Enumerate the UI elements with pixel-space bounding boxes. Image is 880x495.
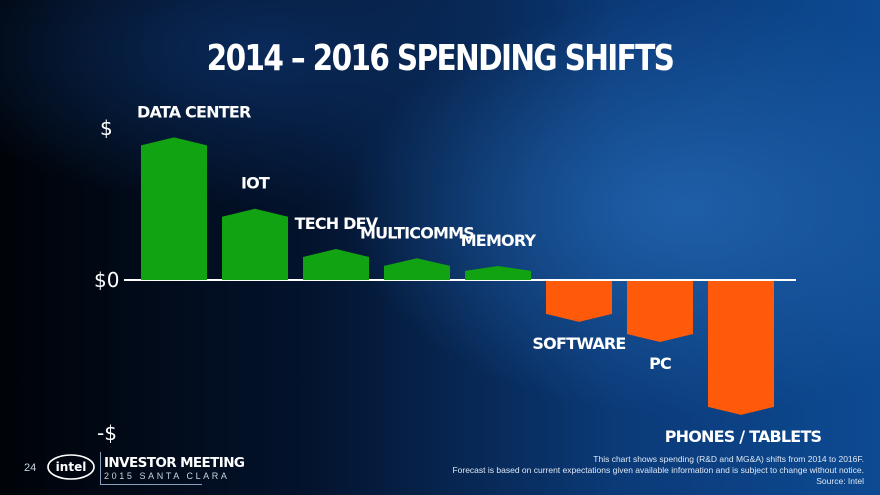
category-label: MEMORY <box>461 231 537 250</box>
category-label: TECH DEV <box>295 214 379 233</box>
event-subtitle: 2015 SANTA CLARA <box>104 471 230 481</box>
footnote-line-3: Source: Intel <box>816 476 864 486</box>
bar-phones-tablets <box>708 281 774 415</box>
category-label: DATA CENTER <box>137 102 251 121</box>
bar-software <box>546 281 612 322</box>
chart-title: 2014 – 2016 SPENDING SHIFTS <box>206 38 675 79</box>
bar-memory <box>465 266 531 280</box>
y-tick-label-max: $ <box>100 116 113 140</box>
category-label: PC <box>649 354 671 373</box>
footnote-line-1: This chart shows spending (R&D and MG&A)… <box>593 454 864 464</box>
bar-iot <box>222 208 288 280</box>
intel-logo-text: intel <box>56 460 87 474</box>
category-label: PHONES / TABLETS <box>665 427 822 446</box>
bar-data-center <box>141 137 207 280</box>
y-tick-label-zero: $0 <box>94 268 120 292</box>
footnote: This chart shows spending (R&D and MG&A)… <box>452 454 864 487</box>
y-tick-label-min: -$ <box>97 421 117 445</box>
category-label: SOFTWARE <box>532 334 625 353</box>
bar-pc <box>627 281 693 342</box>
bar-tech-dev <box>303 249 369 280</box>
footnote-line-2: Forecast is based on current expectation… <box>452 465 864 475</box>
category-label: IOT <box>241 174 270 193</box>
intel-logo: intel <box>47 454 95 480</box>
bar-multicomms <box>384 258 450 280</box>
brand-divider <box>100 452 101 485</box>
event-title: INVESTOR MEETING <box>104 455 245 471</box>
brand-underline <box>100 484 202 485</box>
page-number: 24 <box>24 462 37 474</box>
category-label: MULTICOMMS <box>360 223 474 242</box>
